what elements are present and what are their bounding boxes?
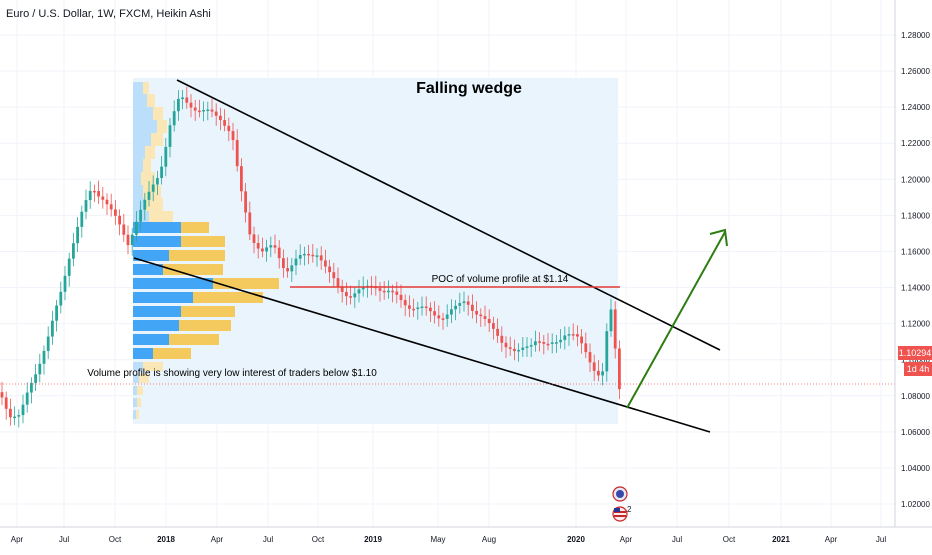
time-tick-label: Jul [59,535,69,544]
price-tick-label: 1.28000 [901,31,930,40]
time-tick-label: 2019 [364,535,382,544]
time-tick-label: 2021 [772,535,790,544]
price-tick-label: 1.18000 [901,211,930,220]
low-interest-note: Volume profile is showing very low inter… [87,368,377,379]
time-tick-label: Oct [723,535,736,544]
time-tick-label: Oct [109,535,122,544]
price-tick-label: 1.10000 [901,356,930,365]
price-tick-label: 1.14000 [901,284,930,293]
time-tick-label: 2018 [157,535,175,544]
poc-label: POC of volume profile at $1.14 [432,274,569,285]
time-tick-label: May [430,535,445,544]
pattern-title: Falling wedge [416,80,522,97]
event-count-badge: 2 [627,505,632,514]
eu-flag-inner-icon [616,490,624,498]
current-price-badge: 1.10294 1d 4h [898,346,932,376]
countdown-value: 1d 4h [907,364,930,374]
time-tick-label: Apr [211,535,224,544]
breakout-arrow[interactable] [626,228,728,409]
price-tick-label: 1.16000 [901,247,930,256]
price-tick-label: 1.22000 [901,139,930,148]
price-tick-label: 1.06000 [901,428,930,437]
price-tick-label: 1.26000 [901,67,930,76]
time-tick-label: Apr [825,535,838,544]
candles [0,86,621,428]
price-tick-label: 1.24000 [901,103,930,112]
time-tick-label: Jul [263,535,273,544]
time-tick-label: 2020 [567,535,585,544]
volume-profile [133,82,279,419]
time-tick-label: Jul [876,535,886,544]
time-axis[interactable]: Apr Jul Oct 2018 Apr Jul Oct 2019 May Aug 2020 Apr J… [11,535,887,544]
symbol-title: Euro / U.S. Dollar, 1W, FXCM, Heikin Ash… [6,8,211,20]
time-tick-label: Apr [620,535,633,544]
wedge-upper-line[interactable] [176,79,721,351]
price-tick-label: 1.02000 [901,500,930,509]
price-axis[interactable]: 1.28000 1.26000 1.24000 1.22000 1.20000 1.180… [901,31,930,509]
event-icons[interactable]: 2 [612,486,632,522]
time-tick-label: Aug [482,535,496,544]
current-price-value: 1.10294 [899,348,932,358]
price-tick-label: 1.20000 [901,175,930,184]
wedge-lower-line[interactable] [133,257,711,433]
time-tick-label: Jul [672,535,682,544]
price-tick-label: 1.08000 [901,392,930,401]
time-tick-label: Oct [312,535,325,544]
price-tick-label: 1.12000 [901,320,930,329]
price-tick-label: 1.04000 [901,464,930,473]
time-tick-label: Apr [11,535,24,544]
